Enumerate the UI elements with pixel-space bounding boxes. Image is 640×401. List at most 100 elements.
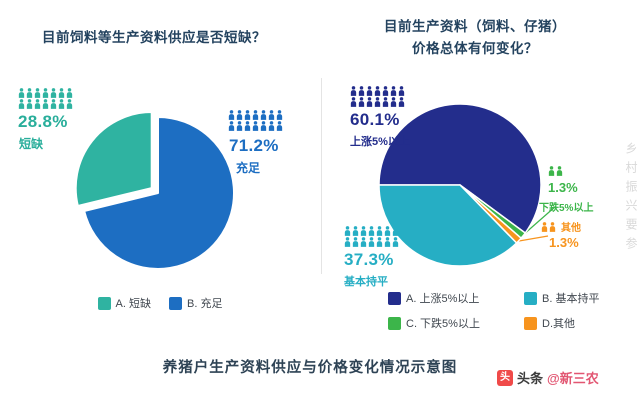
- person-icon: [548, 166, 555, 176]
- pie-chart-supply: [74, 111, 235, 270]
- label-increase: 上涨5%以上: [350, 136, 410, 148]
- pictogram-shortage: [18, 88, 74, 109]
- pictogram-decline: [548, 166, 568, 176]
- caption: 养猪户生产资料供应与价格变化情况示意图: [162, 360, 458, 376]
- person-icon: [352, 237, 359, 247]
- pictogram-other: [541, 221, 559, 232]
- person-icon: [384, 237, 391, 247]
- person-icon: [66, 88, 73, 98]
- person-icon: [42, 99, 49, 109]
- value-shortage: 28.8%: [18, 112, 68, 131]
- person-icon: [382, 97, 389, 107]
- person-icon: [252, 121, 259, 131]
- legend-swatch-flat: [524, 291, 537, 305]
- person-icon: [350, 97, 357, 107]
- legend-label-sufficient: B. 充足: [187, 298, 223, 310]
- section-divider: [321, 78, 322, 274]
- person-icon: [366, 86, 373, 96]
- person-icon: [58, 88, 65, 98]
- person-icon: [34, 88, 41, 98]
- brand-name: 头条: [517, 371, 544, 386]
- label-shortage: 短缺: [19, 137, 44, 151]
- label-sufficient: 充足: [236, 161, 261, 175]
- legend-label-shortage: A. 短缺: [115, 298, 151, 310]
- legend-item-shortage: A. 短缺: [97, 295, 151, 311]
- value-sufficient: 71.2%: [229, 136, 279, 155]
- pictogram-sufficient: [228, 110, 284, 131]
- person-icon: [350, 86, 357, 96]
- legend-label-increase: A. 上涨5%以上: [406, 293, 480, 305]
- legend-item-flat: B. 基本持平: [524, 290, 618, 306]
- legend-swatch-shortage: [97, 296, 111, 310]
- person-icon: [360, 237, 367, 247]
- person-icon: [26, 99, 33, 109]
- legend-label-flat: B. 基本持平: [542, 293, 600, 305]
- person-icon: [236, 110, 243, 120]
- person-icon: [276, 110, 283, 120]
- pictogram-increase: [350, 86, 406, 107]
- person-icon: [549, 221, 556, 232]
- person-icon: [392, 226, 399, 236]
- person-icon: [376, 226, 383, 236]
- legend-price: A. 上涨5%以上 B. 基本持平 C. 下跌5%以上 D.其他: [388, 290, 602, 331]
- person-icon: [260, 110, 267, 120]
- callout-line-other: [518, 235, 549, 242]
- person-icon: [374, 97, 381, 107]
- person-icon: [50, 99, 57, 109]
- person-icon: [228, 121, 235, 131]
- pie-slice: [378, 184, 518, 267]
- person-icon: [382, 86, 389, 96]
- value-other: 1.3%: [549, 235, 579, 250]
- person-icon: [228, 110, 235, 120]
- label-other: 其他: [561, 223, 581, 234]
- person-icon: [358, 86, 365, 96]
- legend-item-decline: C. 下跌5%以上: [388, 315, 506, 331]
- person-icon: [260, 121, 267, 131]
- person-icon: [392, 237, 399, 247]
- person-icon: [344, 226, 351, 236]
- value-flat: 37.3%: [344, 250, 394, 269]
- person-icon: [26, 88, 33, 98]
- legend-item-sufficient: B. 充足: [169, 295, 222, 311]
- chart-title-supply: 目前饲料等生产资料供应是否短缺？: [42, 30, 266, 45]
- value-increase: 60.1%: [350, 110, 400, 129]
- pictogram-flat: [344, 226, 400, 247]
- person-icon: [368, 237, 375, 247]
- person-icon: [42, 88, 49, 98]
- legend-swatch-sufficient: [169, 296, 182, 310]
- value-decline: 1.3%: [548, 180, 578, 195]
- person-icon: [366, 97, 373, 107]
- legend-label-decline: C. 下跌5%以上: [406, 318, 480, 330]
- chart-title-price: 目前生产资料（饲料、仔猪） 价格总体有何变化？: [384, 19, 566, 57]
- legend-label-other: D.其他: [542, 318, 575, 330]
- person-icon: [252, 110, 259, 120]
- callout-line-decline: [522, 205, 557, 236]
- person-icon: [66, 99, 73, 109]
- person-icon: [34, 99, 41, 109]
- person-icon: [360, 226, 367, 236]
- person-icon: [18, 88, 25, 98]
- person-icon: [268, 110, 275, 120]
- person-icon: [244, 110, 251, 120]
- legend-swatch-decline: [388, 316, 401, 330]
- legend-item-other: D.其他: [524, 315, 618, 331]
- label-decline: 下跌5%以上: [539, 203, 594, 214]
- person-icon: [384, 226, 391, 236]
- person-icon: [368, 226, 375, 236]
- legend-item-increase: A. 上涨5%以上: [388, 290, 506, 306]
- side-watermark: 乡村振兴要参: [624, 142, 638, 256]
- person-icon: [541, 221, 548, 232]
- person-icon: [374, 86, 381, 96]
- person-icon: [556, 166, 563, 176]
- legend-supply: A. 短缺 B. 充足: [75, 295, 245, 311]
- person-icon: [344, 237, 351, 247]
- brand-handle: @新三农: [547, 371, 599, 386]
- label-flat: 基本持平: [344, 276, 388, 288]
- person-icon: [390, 86, 397, 96]
- person-icon: [50, 88, 57, 98]
- person-icon: [244, 121, 251, 131]
- legend-swatch-increase: [388, 291, 401, 305]
- person-icon: [352, 226, 359, 236]
- pie-slice: [74, 111, 153, 208]
